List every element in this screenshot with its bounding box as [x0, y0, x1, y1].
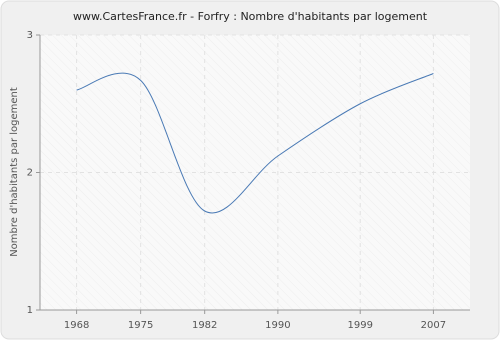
- y-tick-label: 2: [27, 168, 33, 179]
- x-tick-label: 2007: [421, 320, 446, 331]
- chart-title: www.CartesFrance.fr - Forfry : Nombre d'…: [73, 10, 428, 23]
- plot-hatch: [40, 35, 470, 310]
- x-tick-label: 1968: [64, 320, 89, 331]
- y-tick-label: 3: [27, 30, 33, 41]
- y-tick-label: 1: [27, 305, 33, 316]
- x-tick-label: 1990: [265, 320, 290, 331]
- x-tick-label: 1982: [192, 320, 217, 331]
- line: [76, 72, 434, 214]
- x-tick-label: 1999: [347, 320, 372, 331]
- x-tick-label: 1975: [128, 320, 153, 331]
- y-axis-label: Nombre d'habitants par logement: [9, 87, 20, 257]
